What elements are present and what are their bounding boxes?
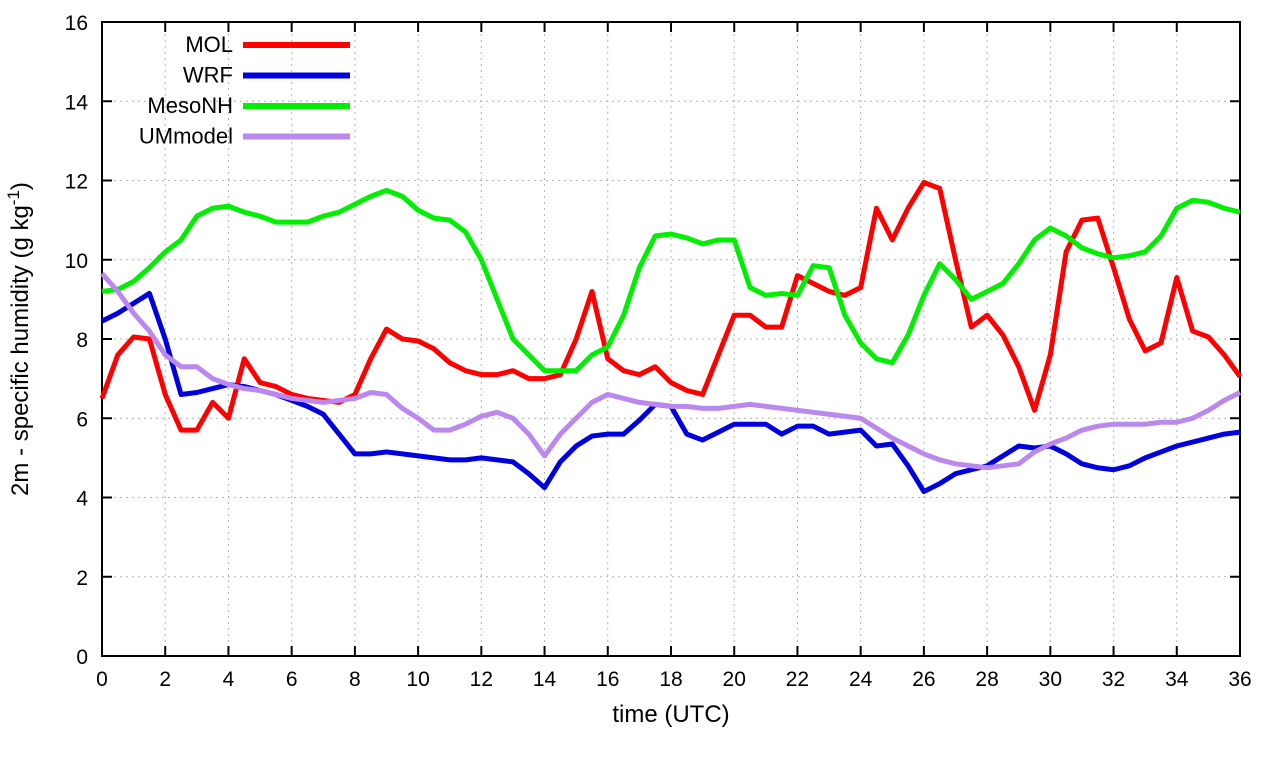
series-line-mesonh [101,187,1241,374]
legend-label-mol: MOL [185,32,233,57]
x-tick-label: 14 [533,668,557,691]
y-tick-label: 16 [65,12,88,35]
gridlines [102,22,1240,656]
legend-label-wrf: WRF [183,63,233,88]
y-tick-label: 8 [76,329,88,352]
y-axis-title-main: 2m - specific humidity (g kg [7,205,34,496]
x-tick-label: 10 [406,668,429,691]
x-tick-labels: 0 2 4 6 8 10 12 14 16 18 20 22 24 26 28 30 32 34 36 [96,668,1252,691]
x-tick-label: 30 [1039,668,1062,691]
x-axis-title: time (UTC) [612,701,729,728]
y-tick-label: 10 [65,250,88,273]
y-tick-label: 4 [76,488,88,511]
y-tick-label: 6 [76,408,88,431]
x-tick-label: 8 [349,668,361,691]
x-tick-label: 4 [223,668,235,691]
x-tick-label: 22 [786,668,809,691]
x-tick-label: 2 [159,668,171,691]
x-tick-label: 24 [849,668,873,691]
x-tick-label: 36 [1228,668,1251,691]
x-tick-label: 26 [912,668,935,691]
y-axis-title: 2m - specific humidity (g kg-1) [4,182,34,496]
y-axis-title-end: ) [7,182,34,190]
x-tick-label: 28 [975,668,998,691]
y-tick-label: 0 [76,646,88,669]
legend-label-ummodel: UMmodel [139,124,233,149]
x-tick-label: 32 [1102,668,1125,691]
y-tick-label: 14 [65,91,89,114]
svg-text:2m - specific humidity (g kg-1: 2m - specific humidity (g kg-1) [4,182,34,496]
data-series-group [99,179,1243,495]
y-tick-label: 2 [76,567,88,590]
y-axis-title-superscript: -1 [4,190,23,205]
x-tick-label: 16 [596,668,619,691]
legend-label-mesonh: MesoNH [147,93,233,118]
x-tick-label: 20 [723,668,746,691]
x-tick-label: 18 [659,668,682,691]
x-tick-label: 34 [1165,668,1189,691]
series-line-mol [99,179,1243,433]
y-tick-label: 12 [65,171,88,194]
series-line-ummodel [100,271,1242,471]
x-tick-label: 0 [96,668,108,691]
x-tick-label: 12 [470,668,493,691]
x-tick-label: 6 [286,668,298,691]
y-tick-labels: 0 2 4 6 8 10 12 14 16 [65,12,89,669]
legend: MOL WRF MesoNH UMmodel [139,32,350,149]
plot-frame [101,21,1241,657]
